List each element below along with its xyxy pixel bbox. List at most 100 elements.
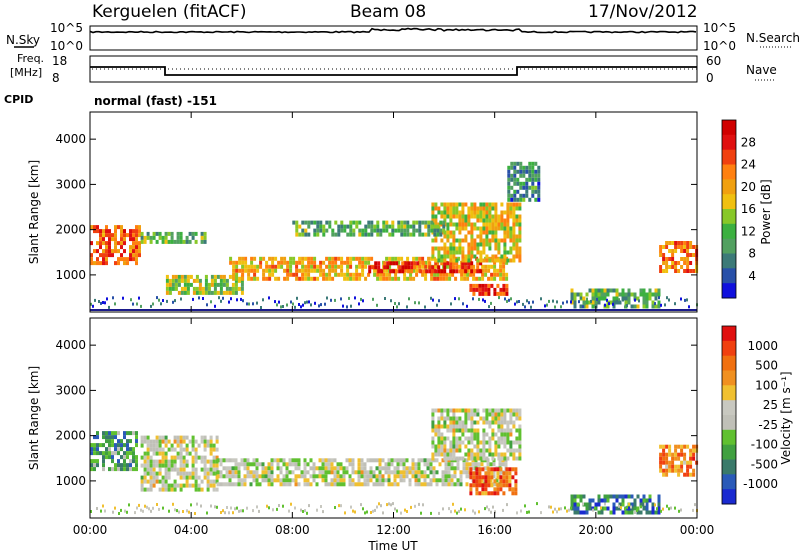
heatmap-cell-noise — [644, 502, 646, 506]
heatmap-cell-velocity — [500, 436, 504, 441]
heatmap-cell-power — [400, 256, 404, 261]
heatmap-cell-noise — [524, 305, 526, 309]
heatmap-cell-velocity — [276, 478, 280, 483]
heatmap-cell-power — [268, 264, 272, 269]
heatmap-cell-power — [458, 202, 462, 207]
heatmap-cell-power — [502, 272, 506, 277]
heatmap-cell-velocity — [393, 482, 397, 487]
heatmap-cell-power — [491, 238, 495, 243]
heatmap-cell-power — [500, 218, 504, 223]
heatmap-cell-power — [379, 276, 383, 281]
heatmap-cell-velocity — [450, 462, 454, 467]
heatmap-cell-velocity — [252, 470, 256, 475]
heatmap-cell-velocity — [437, 432, 441, 437]
heatmap-cell-power — [117, 249, 120, 254]
heatmap-cell-noise — [274, 300, 276, 304]
heatmap-cell-velocity — [431, 444, 435, 449]
heatmap-cell-noise — [210, 300, 212, 304]
heatmap-cell-power — [515, 234, 519, 239]
heatmap-cell-velocity — [155, 471, 159, 476]
heatmap-cell-power — [337, 264, 341, 269]
heatmap-cell-power — [470, 238, 474, 243]
heatmap-cell-power — [481, 272, 485, 277]
heatmap-cell-noise — [582, 305, 584, 309]
heatmap-cell-power — [455, 210, 459, 215]
heatmap-cell-power — [334, 220, 338, 225]
heatmap-cell-velocity — [651, 510, 655, 515]
heatmap-cell-noise — [158, 507, 160, 511]
heatmap-cell-power — [388, 232, 392, 237]
heatmap-cell-power — [367, 272, 371, 277]
heatmap-cell-power — [689, 253, 693, 257]
heatmap-cell-power — [512, 242, 516, 247]
heatmap-cell-velocity — [114, 467, 117, 472]
heatmap-cell-velocity — [321, 470, 325, 475]
heatmap-cell-power — [391, 232, 395, 237]
heatmap-cell-power — [431, 206, 435, 211]
heatmap-cell-noise — [276, 303, 278, 307]
heatmap-cell-power — [615, 292, 619, 297]
heatmap-cell-power — [325, 272, 329, 277]
heatmap-cell-velocity — [423, 470, 427, 475]
heatmap-cell-velocity — [478, 467, 482, 472]
heatmap-cell-velocity — [176, 467, 180, 472]
heatmap-cell-power — [507, 177, 511, 182]
heatmap-cell-noise — [578, 300, 580, 304]
heatmap-cell-power — [126, 233, 129, 238]
heatmap-cell-velocity — [417, 482, 421, 487]
colorbar-tick-label: 4 — [748, 269, 756, 283]
heatmap-cell-velocity — [636, 506, 640, 511]
heatmap-cell-velocity — [206, 475, 210, 480]
heatmap-cell-noise — [562, 301, 564, 305]
heatmap-cell-power — [292, 220, 296, 225]
heatmap-cell-velocity — [476, 436, 480, 441]
heatmap-cell-velocity — [452, 452, 456, 457]
heatmap-cell-power — [404, 261, 408, 266]
heatmap-cell-noise — [554, 305, 556, 309]
heatmap-cell-noise — [120, 508, 122, 512]
heatmap-cell-power — [111, 237, 114, 242]
heatmap-cell-velocity — [185, 451, 189, 456]
heatmap-cell-velocity — [279, 470, 283, 475]
heatmap-cell-power — [503, 254, 507, 259]
heatmap-cell-power — [518, 230, 522, 235]
heatmap-cell-velocity — [494, 412, 498, 417]
heatmap-cell-velocity — [468, 462, 472, 467]
heatmap-cell-velocity — [212, 483, 216, 488]
heatmap-cell-velocity — [642, 506, 646, 511]
heatmap-cell-velocity — [402, 462, 406, 467]
heatmap-cell-velocity — [117, 443, 120, 448]
heatmap-cell-power — [99, 241, 102, 246]
heatmap-cell-noise — [472, 297, 474, 301]
heatmap-cell-power — [431, 246, 435, 251]
colorbar-swatch — [722, 370, 736, 386]
heatmap-cell-power — [479, 238, 483, 243]
heatmap-cell-velocity — [452, 456, 456, 461]
heatmap-cell-power — [464, 226, 468, 231]
heatmap-cell-noise — [192, 297, 194, 301]
heatmap-cell-power — [398, 265, 402, 270]
heatmap-cell-velocity — [191, 475, 195, 480]
heatmap-cell-velocity — [179, 463, 183, 468]
heatmap-cell-velocity — [464, 444, 468, 449]
colorbar-swatch — [722, 253, 736, 269]
heatmap-cell-power — [686, 245, 690, 249]
heatmap-cell-noise — [194, 512, 196, 515]
heatmap-cell-velocity — [447, 466, 451, 471]
heatmap-cell-velocity — [215, 447, 219, 452]
heatmap-cell-velocity — [327, 470, 331, 475]
heatmap-cell-power — [470, 214, 474, 219]
heatmap-cell-power — [304, 220, 308, 225]
heatmap-cell-velocity — [470, 428, 474, 433]
heatmap-cell-velocity — [612, 506, 616, 511]
heatmap-cell-power — [481, 276, 485, 281]
heatmap-cell-velocity — [461, 420, 465, 425]
heatmap-cell-power — [271, 260, 275, 265]
heatmap-cell-noise — [278, 504, 280, 507]
freq-label: Freq. — [17, 52, 44, 65]
heatmap-cell-velocity — [93, 447, 96, 452]
heatmap-cell-noise — [526, 510, 528, 514]
heatmap-cell-velocity — [117, 447, 120, 452]
heatmap-cell-velocity — [498, 462, 502, 467]
heatmap-cell-velocity — [450, 482, 454, 487]
